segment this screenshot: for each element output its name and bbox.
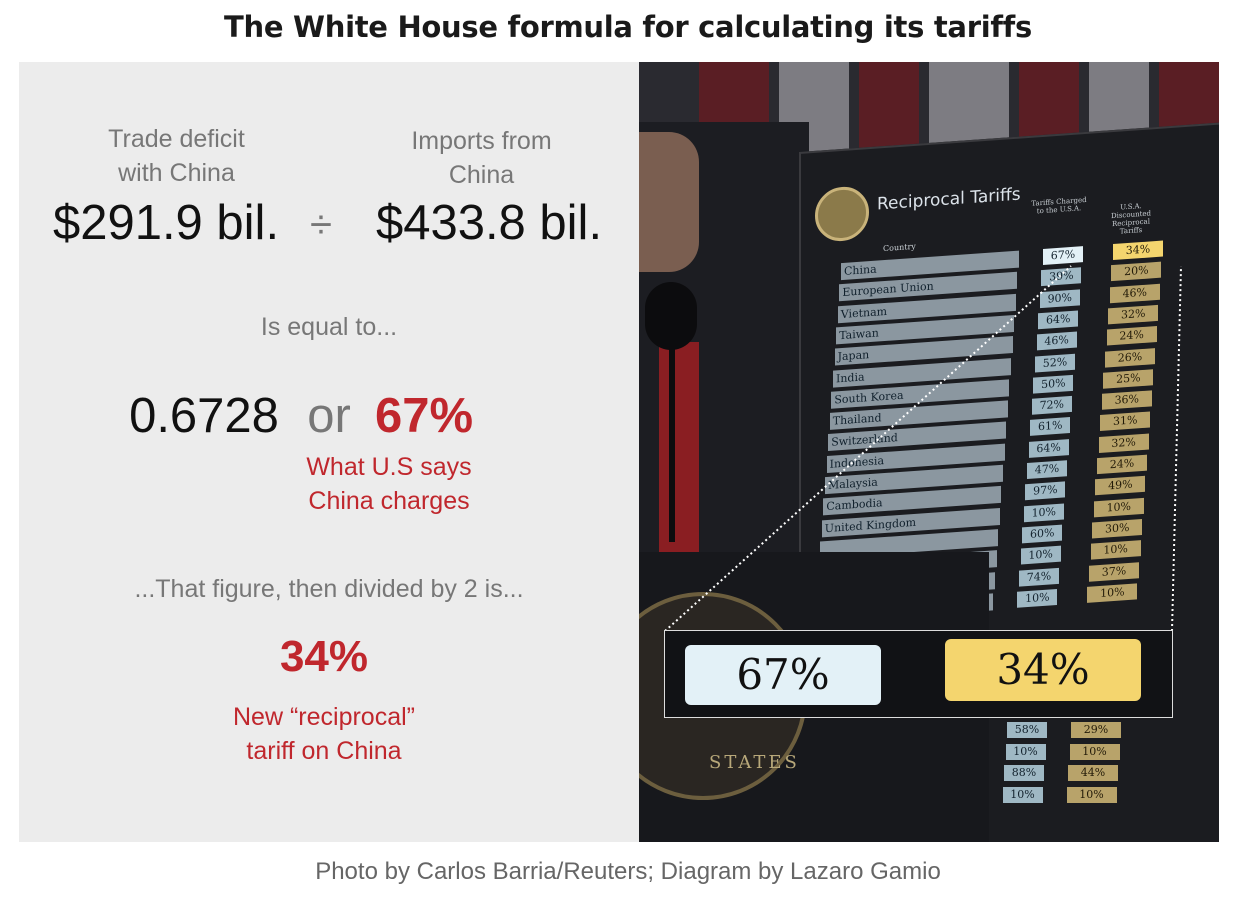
seal-text: STATES bbox=[709, 752, 800, 773]
percent-value: 67% bbox=[374, 389, 474, 443]
result-note: New “reciprocal” tariff on China bbox=[233, 703, 415, 765]
zoom-connector bbox=[664, 265, 1182, 632]
board-discounted: 10% bbox=[1069, 743, 1120, 760]
ratio-value: 0.6728 bbox=[129, 389, 279, 443]
board-discounted: 10% bbox=[1066, 786, 1117, 803]
board-charged: 88% bbox=[1004, 765, 1044, 781]
or-word: or bbox=[307, 389, 351, 443]
speaker-face bbox=[639, 132, 699, 272]
zoom-discounted: 34% bbox=[945, 639, 1141, 701]
formula-panel: Trade deficit with China $291.9 bil. ÷ I… bbox=[19, 62, 639, 842]
board-charged: 10% bbox=[1002, 786, 1043, 803]
board-charged: 58% bbox=[1007, 722, 1047, 738]
equal-label: Is equal to... bbox=[260, 313, 398, 341]
imports-label: Imports from China bbox=[411, 127, 552, 189]
press-photo: Reciprocal Tariffs Country Tariffs Charg… bbox=[639, 62, 1219, 842]
chart-title: The White House formula for calculating … bbox=[224, 10, 1032, 44]
connector-right bbox=[1171, 265, 1182, 632]
result-value: 34% bbox=[279, 632, 369, 681]
board-charged: 10% bbox=[1005, 743, 1046, 760]
deficit-value: $291.9 bil. bbox=[52, 196, 280, 250]
deficit-label: Trade deficit with China bbox=[108, 125, 245, 187]
connector-left bbox=[664, 265, 1072, 632]
microphone-icon bbox=[645, 282, 697, 350]
photo-credit: Photo by Carlos Barria/Reuters; Diagram … bbox=[315, 858, 941, 885]
zoom-inset: 67% 34% bbox=[664, 630, 1173, 718]
board-discounted: 29% bbox=[1071, 722, 1121, 738]
board-discounted: 44% bbox=[1068, 765, 1118, 781]
divided-label: ...That figure, then divided by 2 is... bbox=[134, 575, 524, 603]
zoom-charged: 67% bbox=[685, 645, 881, 705]
divide-symbol: ÷ bbox=[310, 203, 332, 247]
mic-stand bbox=[669, 342, 675, 542]
percent-note: What U.S says China charges bbox=[306, 453, 472, 515]
imports-value: $433.8 bil. bbox=[375, 196, 603, 250]
